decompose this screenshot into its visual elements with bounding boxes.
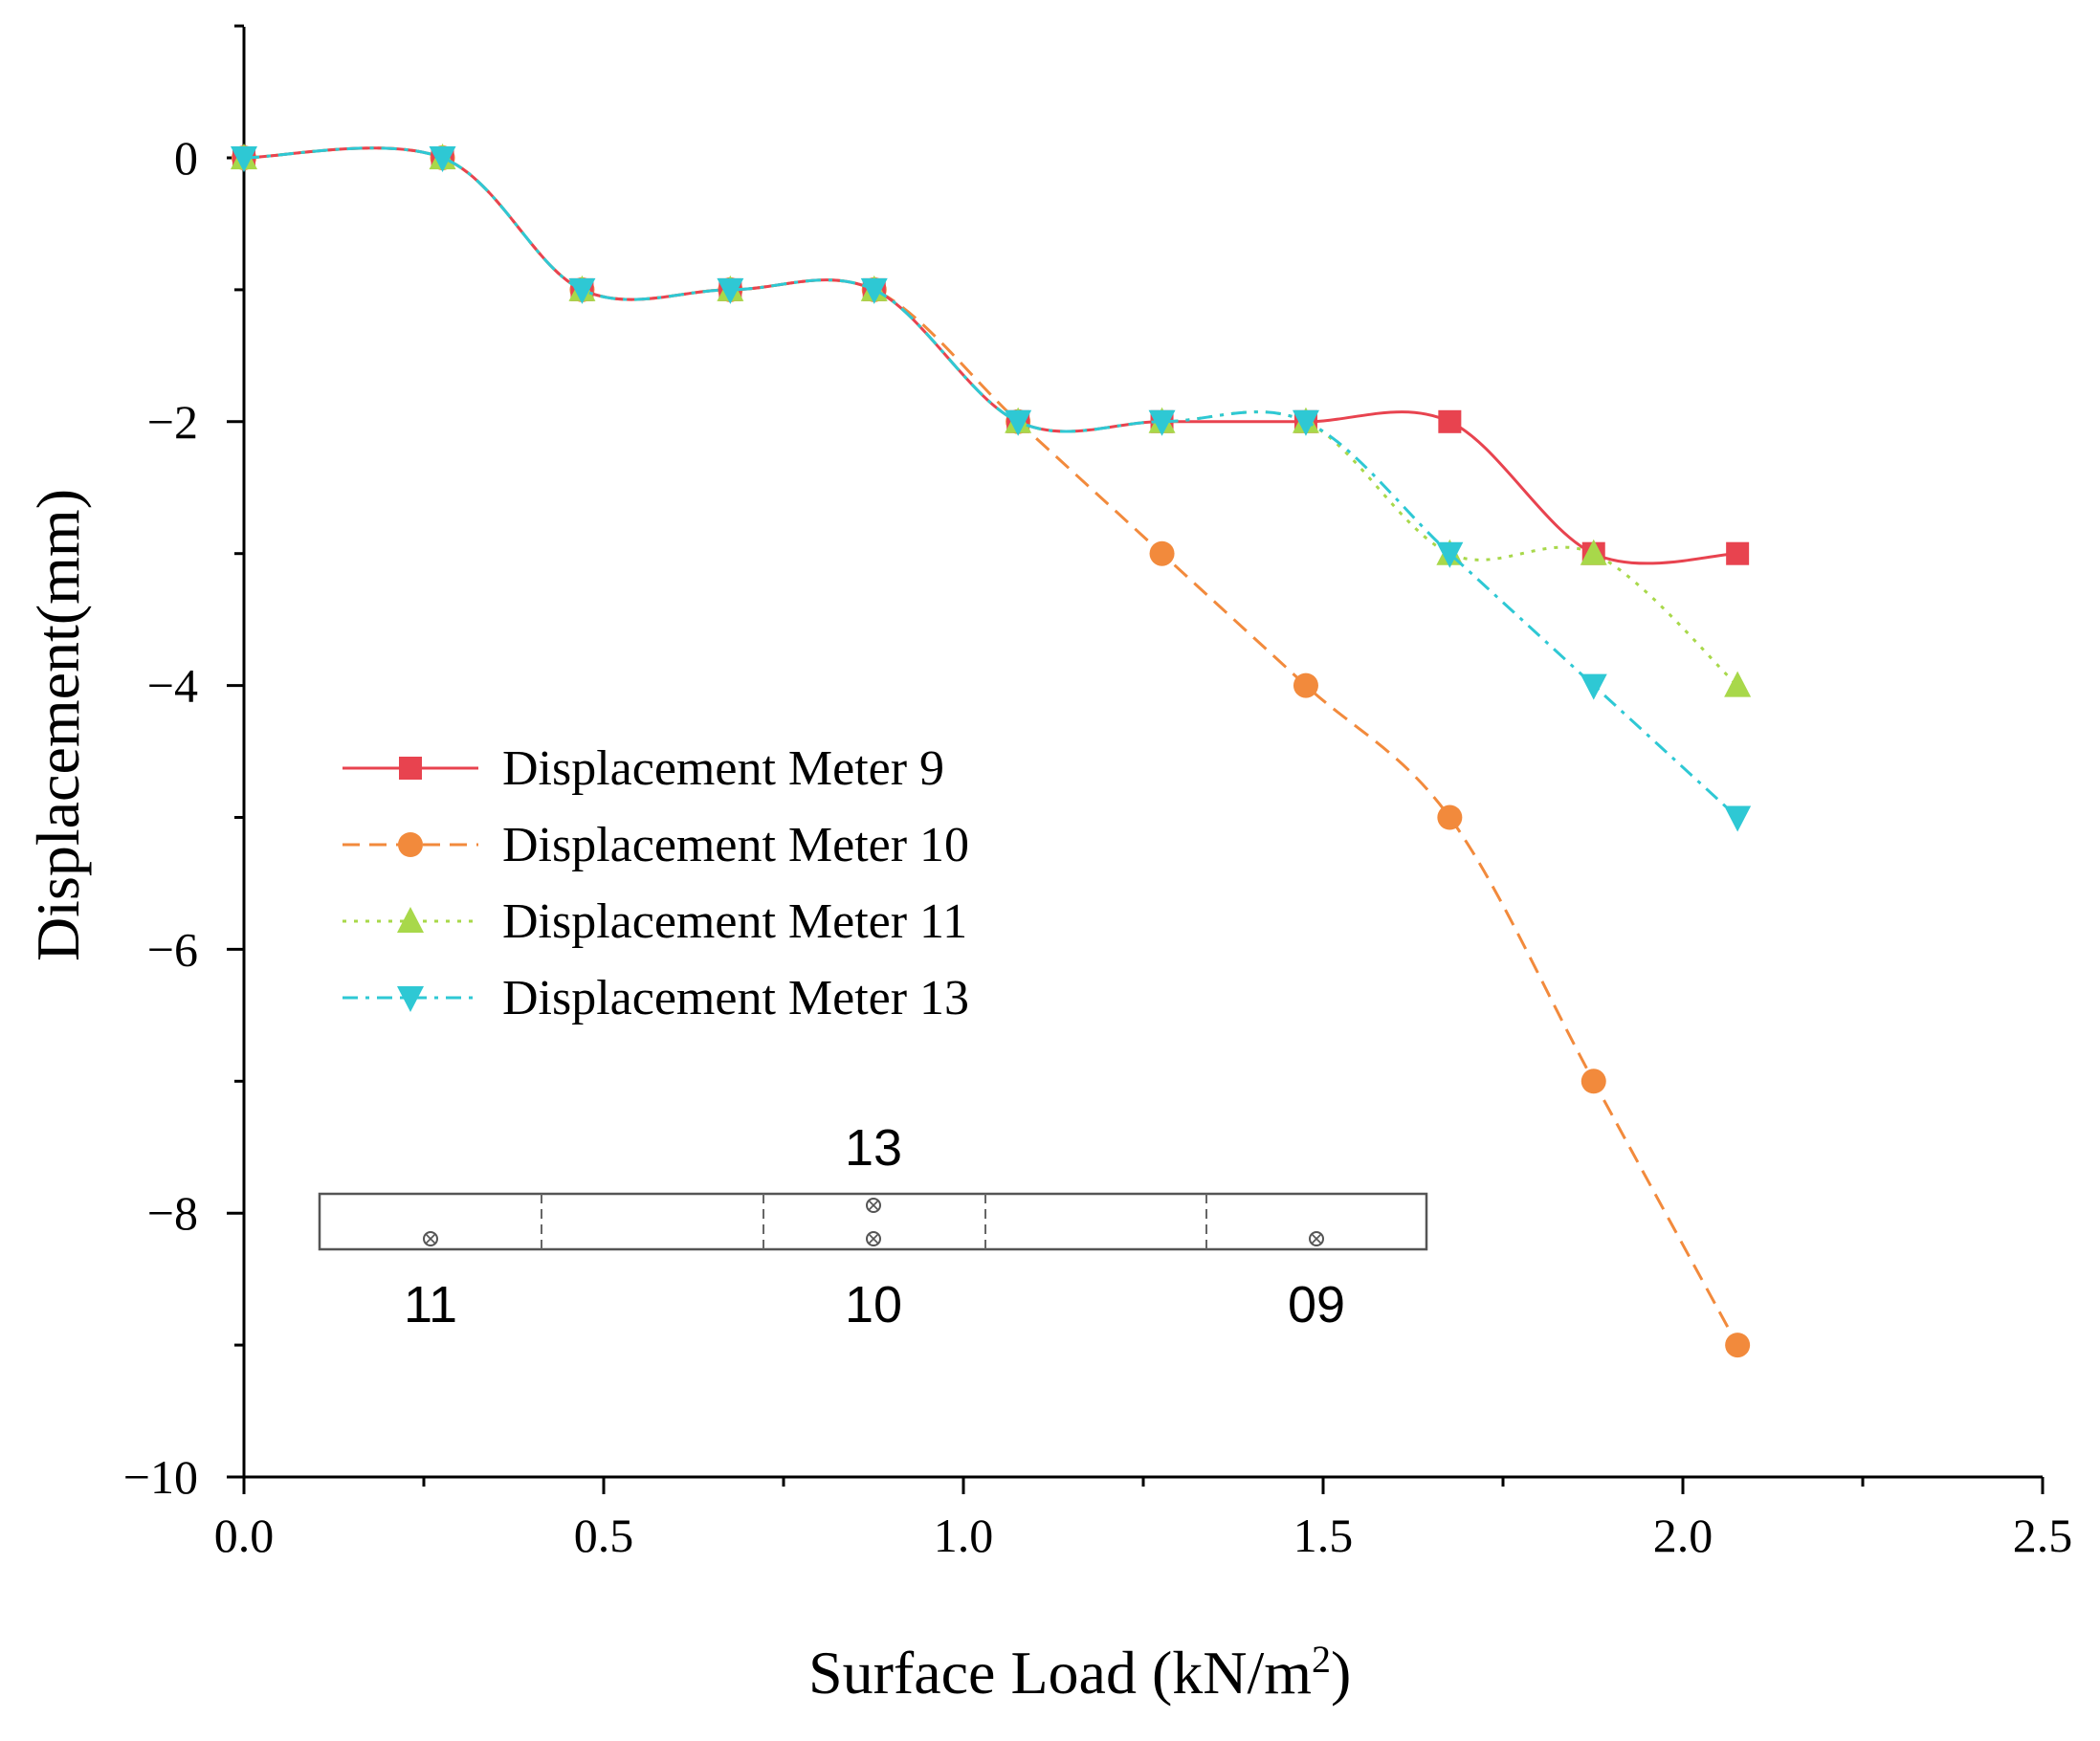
data-point <box>1580 673 1607 700</box>
inset-label-11: 11 <box>404 1276 457 1333</box>
inset-label-13: 13 <box>845 1119 902 1177</box>
y-tick-label: −10 <box>123 1450 198 1504</box>
data-point <box>1724 805 1752 832</box>
x-axis-title-main: Surface Load (kN/m <box>808 1639 1312 1707</box>
x-tick-label: 2.0 <box>1653 1509 1713 1562</box>
data-point <box>860 277 888 304</box>
x-axis-title-sup: 2 <box>1312 1638 1331 1681</box>
sensor-mark-10 <box>866 1231 881 1246</box>
series-displacement-meter-10 <box>232 145 1751 1358</box>
data-point <box>717 277 744 304</box>
data-point <box>1580 539 1607 565</box>
series-line <box>243 146 1739 819</box>
x-axis-title-close: ) <box>1331 1639 1351 1707</box>
data-point <box>1292 409 1319 436</box>
y-tick-label: −4 <box>147 659 198 713</box>
data-point <box>1581 1069 1606 1094</box>
data-point <box>568 277 596 304</box>
inset-label-09: 09 <box>1288 1276 1345 1333</box>
data-point <box>1438 409 1462 433</box>
series-displacement-meter-9 <box>232 146 1750 565</box>
axes: 0.0 0.5 1.0 1.5 2.0 2.5 0 −2 −4 −6 −8 −10 <box>123 24 2073 1562</box>
data-point <box>1436 541 1464 568</box>
inset-label-10: 10 <box>845 1276 902 1333</box>
y-tick-label: −2 <box>147 395 198 449</box>
legend-item: Displacement Meter 10 <box>343 818 969 872</box>
y-tick-label: −8 <box>147 1186 198 1240</box>
sensor-layout-inset: 13 11 10 09 <box>318 1119 1428 1333</box>
data-point <box>1726 541 1750 565</box>
sensor-mark-13 <box>866 1198 881 1213</box>
series-line <box>243 146 1739 687</box>
sensor-mark-09 <box>1309 1231 1324 1246</box>
y-axis-title: Displacement(mm) <box>24 489 92 961</box>
data-point <box>1293 672 1318 698</box>
legend-label: Displacement Meter 13 <box>502 971 969 1025</box>
data-point <box>1149 540 1175 566</box>
x-tick-label: 0.5 <box>574 1509 634 1562</box>
legend: Displacement Meter 9 Displacement Meter 1… <box>343 741 969 1025</box>
series-line <box>243 146 1739 1346</box>
legend-marker <box>397 986 424 1012</box>
legend-item: Displacement Meter 9 <box>343 741 944 796</box>
data-point <box>1437 804 1463 830</box>
y-tick-label: −6 <box>147 922 198 976</box>
x-axis-title: Surface Load (kN/m2) <box>808 1638 1351 1708</box>
x-tick-label: 1.5 <box>1293 1509 1354 1562</box>
legend-item: Displacement Meter 11 <box>343 894 967 949</box>
x-tick-label: 1.0 <box>934 1509 994 1562</box>
x-tick-label: 0.0 <box>214 1509 275 1562</box>
legend-item: Displacement Meter 13 <box>343 971 969 1025</box>
legend-marker <box>398 832 423 857</box>
inset-frame <box>318 1192 1428 1251</box>
series-displacement-meter-13 <box>231 146 1752 832</box>
x-tick-label: 2.5 <box>2013 1509 2073 1562</box>
data-point <box>429 146 456 172</box>
data-point <box>1724 671 1752 697</box>
legend-marker <box>397 907 424 933</box>
legend-label: Displacement Meter 10 <box>502 818 969 872</box>
legend-label: Displacement Meter 11 <box>502 894 967 949</box>
series-displacement-meter-11 <box>231 143 1752 697</box>
data-point <box>1725 1333 1751 1358</box>
data-point <box>1148 409 1176 436</box>
y-tick-label: 0 <box>174 131 198 185</box>
legend-label: Displacement Meter 9 <box>502 741 944 796</box>
data-point <box>1005 409 1032 436</box>
legend-marker <box>399 757 422 780</box>
data-point <box>231 146 257 172</box>
sensor-mark-11 <box>423 1231 438 1246</box>
series-layer <box>231 143 1752 1358</box>
series-line <box>243 146 1738 565</box>
